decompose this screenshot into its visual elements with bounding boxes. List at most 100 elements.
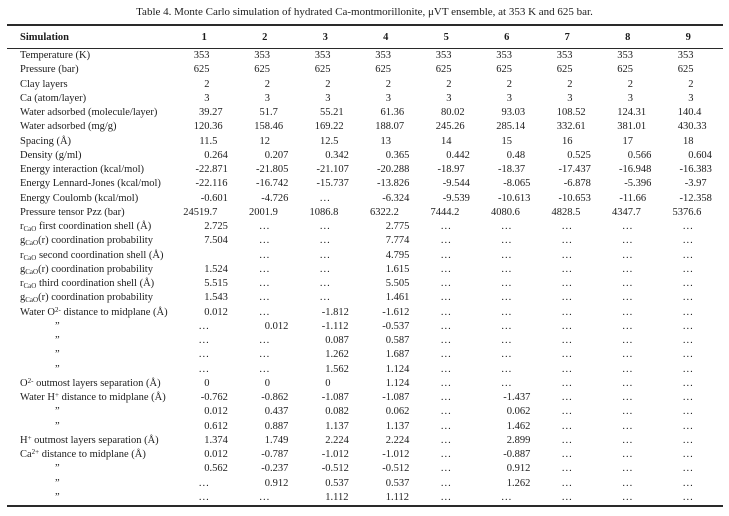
row-label: Spacing (Å) [20, 135, 72, 147]
table-cell: ... [622, 320, 634, 332]
table-cell: ... [440, 349, 452, 361]
table-row: gCaO(r) coordination probability 1.524...… [7, 263, 723, 277]
table-row: Water O2- distance to midplane (Å) 0.012.… [7, 306, 723, 320]
table-row: ” 0.012 0.437 0.082 0.062... 0.062......... [7, 405, 723, 419]
row-label-ditto: ” [55, 420, 60, 432]
table-cell: 2 [567, 78, 573, 90]
table-cell: 51.7 [259, 107, 278, 118]
table-cell: 0.437 [264, 406, 289, 418]
table-cell: ... [682, 392, 694, 403]
table-row: rCaO first coordination shell (Å) 2.725..… [7, 220, 723, 234]
table-cell: ... [682, 420, 694, 432]
table-row: Pressure tensor Pzz (bar) 24519.7 2001.9 10… [7, 206, 723, 220]
table-cell: 7444.2 [430, 206, 460, 218]
table-cell: -0.762 [200, 392, 228, 403]
table-cell: -21.107 [316, 164, 349, 175]
table-cell: 0.087 [325, 335, 349, 346]
table-cell: -9.539 [442, 192, 470, 204]
table-cell: 0.012 [204, 406, 228, 418]
table-cell: 0.012 [204, 306, 228, 318]
table-cell: ... [440, 392, 452, 403]
table-row: ”...... 0.087 0.587............... [7, 334, 723, 348]
table-cell: 0.082 [325, 406, 349, 418]
table-cell: 0.207 [264, 149, 289, 161]
table-cell: 1.524 [204, 263, 228, 275]
table-cell: ... [561, 377, 573, 389]
table-cell: ... [259, 221, 271, 232]
table-cell: ... [682, 406, 694, 418]
table-cell: 3 [325, 92, 331, 104]
table-cell: ... [561, 477, 573, 489]
table-cell: 2.899 [506, 434, 531, 446]
table-cell: ... [682, 377, 694, 389]
table-cell: ... [440, 363, 452, 375]
table-cell: -18.97 [437, 164, 465, 175]
table-cell: 1.749 [264, 434, 289, 446]
table-cell: 353 [556, 50, 573, 61]
table-cell: 2 [385, 78, 391, 90]
row-label: gCaO(r) coordination probability [20, 292, 153, 305]
table-cell: 169.22 [314, 121, 344, 133]
row-label: Density (g/ml) [20, 149, 82, 161]
table-row: ” 0.612 0.887 1.137 1.137... 1.462......... [7, 420, 723, 434]
table-cell: 0.604 [688, 149, 712, 161]
table-cell: ... [440, 420, 452, 432]
table-row: Energy Coulomb (kcal/mol) -0.601 -4.726...… [7, 192, 723, 206]
table-cell: 61.36 [380, 107, 405, 118]
table-row: gCaO(r) coordination probability 1.543...… [7, 291, 723, 305]
table-cell: 158.46 [254, 121, 284, 133]
table-cell: -0.601 [200, 192, 228, 204]
row-label: Water adsorbed (molecule/layer) [20, 107, 158, 118]
table-cell: 430.33 [677, 121, 707, 133]
table-cell: ... [682, 477, 694, 489]
table-cell: ... [561, 235, 573, 247]
table-cell: ... [622, 363, 634, 375]
table-cell [174, 249, 235, 263]
table-row: Water adsorbed (mg/g) 120.36 158.46 169.22 1… [7, 120, 723, 134]
table-cell: 120.36 [193, 121, 223, 133]
table-cell: -3.97 [684, 178, 707, 190]
table-cell: ... [561, 306, 573, 318]
table-cell: -10.653 [558, 192, 591, 204]
table-cell: 12 [259, 135, 271, 147]
table-cell: ... [501, 278, 513, 289]
table-cell: ... [622, 292, 634, 304]
table-cell: 16 [562, 135, 573, 147]
table-cell: 1.543 [204, 292, 228, 304]
table-cell: ... [259, 491, 271, 503]
table-row: O2- outmost layers separation (Å) 0 0 0 1.12… [7, 377, 723, 391]
table-cell: -9.544 [442, 178, 470, 190]
header-label-simulation: Simulation [20, 31, 70, 43]
table-cell: 39.27 [199, 107, 223, 118]
table-cell: 1086.8 [309, 206, 339, 218]
row-label-ditto: ” [55, 406, 60, 418]
table-cell: ... [259, 363, 271, 375]
table-cell: ... [440, 477, 452, 489]
table-cell: ... [440, 263, 452, 275]
table-cell: ... [622, 420, 634, 432]
table-cell: ... [198, 349, 210, 361]
table-cell: ... [561, 263, 573, 275]
header-column-3: 3 [322, 31, 328, 43]
table-row: Clay layers 2 2 2 2 2 2 2 2 2 [7, 78, 723, 92]
table-row: rCaO second coordination shell (Å)......… [7, 249, 723, 263]
table-cell: 140.4 [677, 107, 702, 118]
table-row: Spacing (Å) 11.5 12 12.5 13 14 15 16 17 18 [7, 135, 723, 149]
table-cell: 245.26 [435, 121, 465, 133]
table-cell: 353 [496, 50, 512, 61]
table-cell: -0.887 [503, 449, 531, 460]
header-column-4: 4 [383, 31, 389, 43]
table-cell: ... [501, 249, 513, 261]
table-cell: 353 [314, 50, 331, 61]
table-cell: ... [561, 349, 573, 361]
table-cell: 1.137 [385, 420, 410, 432]
table-cell: 2.775 [385, 221, 410, 232]
table-cell: ... [682, 463, 694, 475]
header-column-7: 7 [564, 31, 570, 43]
table-cell: -1.612 [382, 306, 410, 318]
table-cell: ... [319, 263, 331, 275]
table-cell: ... [561, 363, 573, 375]
table-cell: 0.264 [204, 149, 228, 161]
table-row: Energy interaction (kcal/mol) -22.871 -21.… [7, 163, 723, 177]
